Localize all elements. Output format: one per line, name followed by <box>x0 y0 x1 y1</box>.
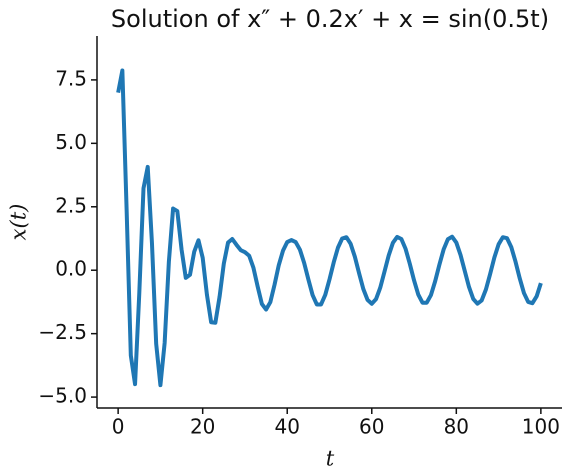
y-tick-label: 0.0 <box>55 257 87 281</box>
x-tick-label: 40 <box>275 415 300 439</box>
y-tick-label: −5.0 <box>38 384 87 408</box>
line <box>116 68 543 388</box>
x-axis-label: t <box>326 447 335 471</box>
chart-title: Solution of x″ + 0.2x′ + x = sin(0.5t) <box>111 5 549 33</box>
y-tick-label: 5.0 <box>55 130 87 154</box>
x-tick-label: 20 <box>190 415 215 439</box>
x-tick-label: 60 <box>359 415 384 439</box>
y-axis-label: x(t) <box>7 204 31 241</box>
x-tick-label: 0 <box>112 415 125 439</box>
x-tick-label: 80 <box>444 415 469 439</box>
y-tick-label: 7.5 <box>55 66 87 90</box>
x-tick-label: 100 <box>522 415 560 439</box>
y-tick-label: −2.5 <box>38 320 87 344</box>
y-tick-label: 2.5 <box>55 193 87 217</box>
